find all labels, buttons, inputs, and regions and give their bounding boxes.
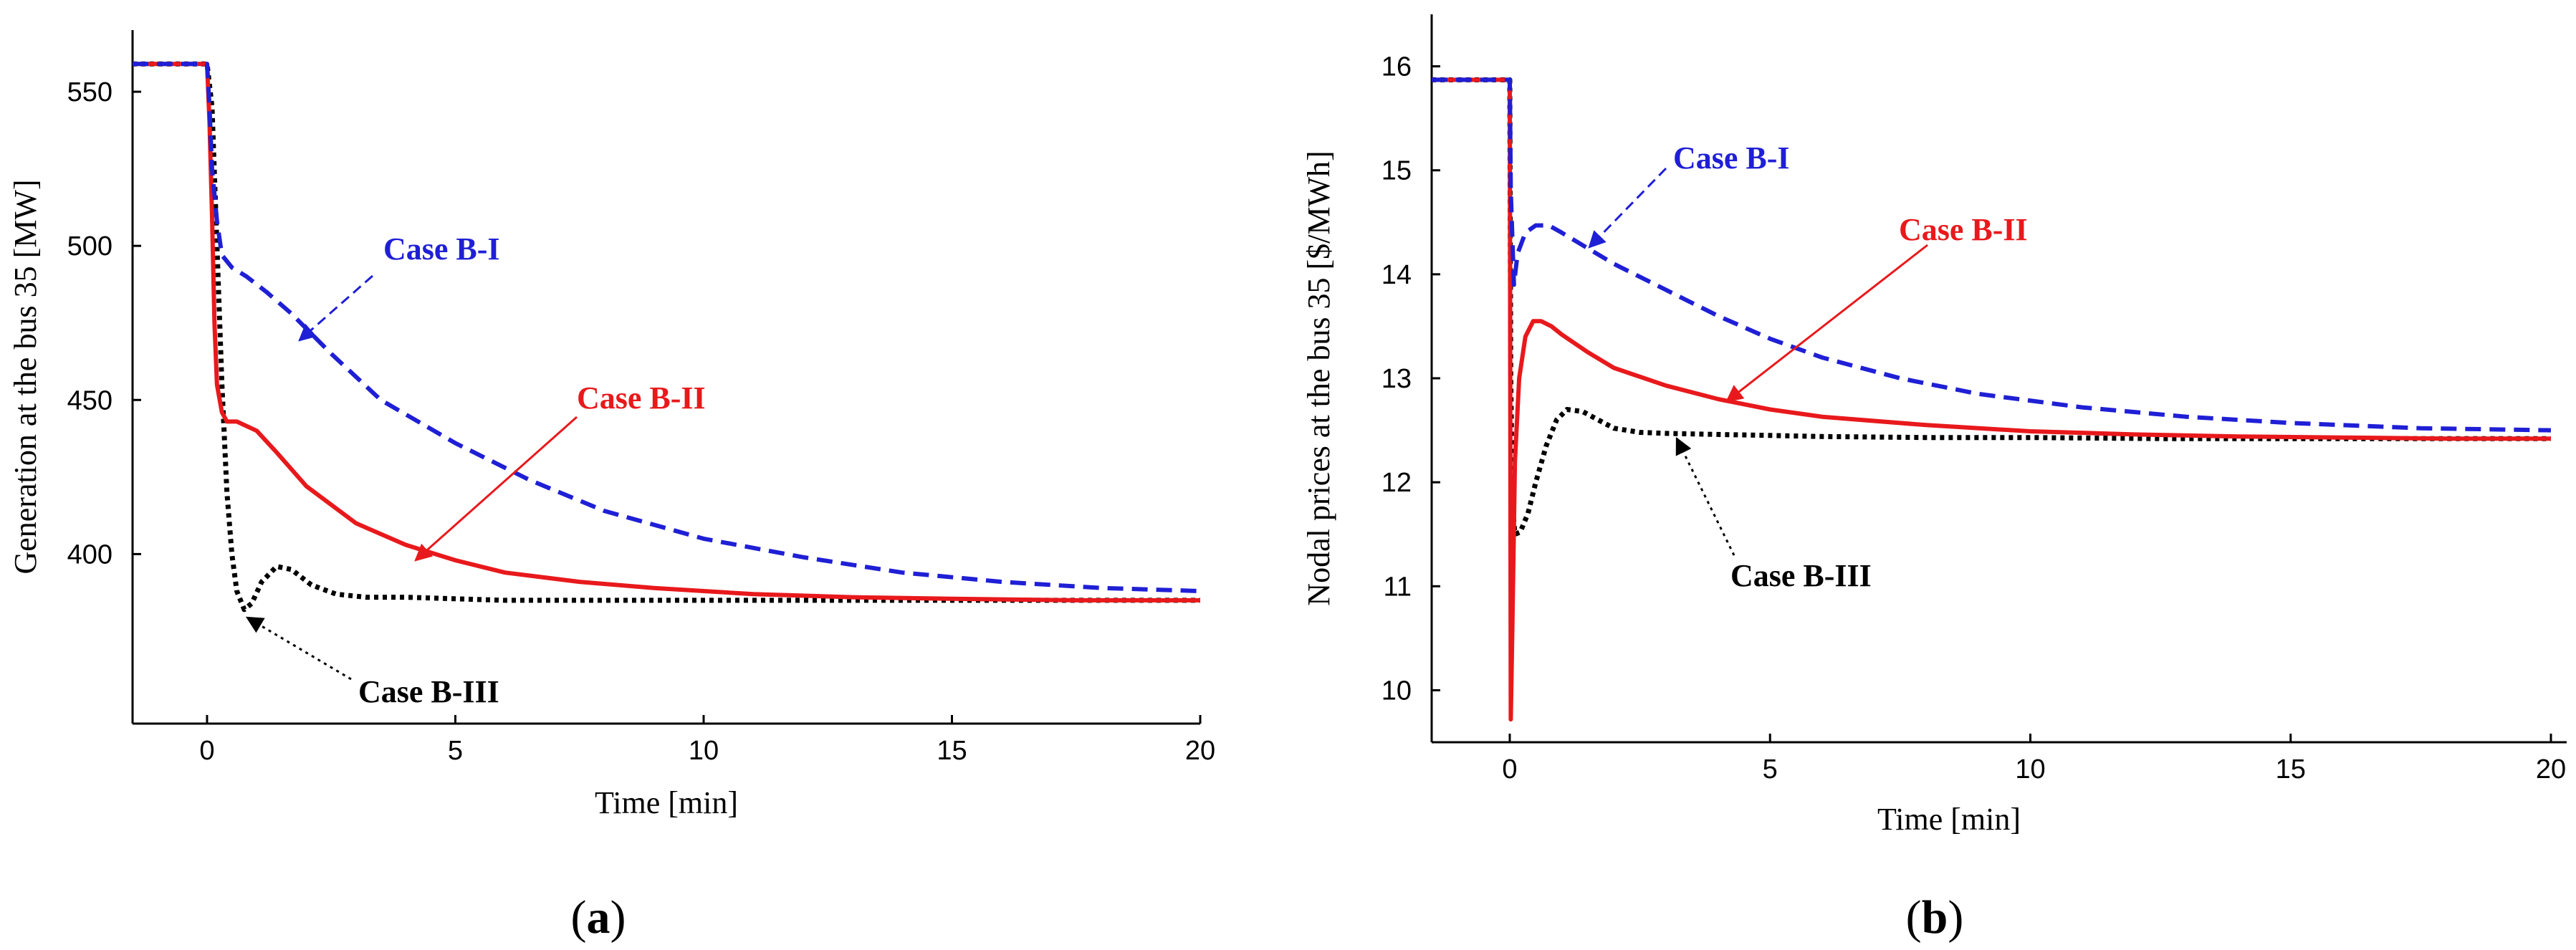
chart-a-series — [133, 61, 1201, 613]
chart-a-x-tick-label: 5 — [448, 736, 463, 766]
chart-a: 0 5 10 15 20 400 450 500 550 Time [min] Generati… — [8, 30, 1215, 944]
chart-b-x-tick-label: 15 — [2276, 754, 2306, 785]
chart-b-annotation-b2-arrow — [1725, 244, 1928, 403]
chart-a-annotation-b3-label: Case B-III — [358, 674, 499, 709]
chart-a-y-tick-label: 450 — [67, 385, 112, 416]
chart-b-y-tick-label: 10 — [1382, 676, 1412, 706]
chart-b-annotation-b3: Case B-III — [1675, 436, 1872, 593]
chart-b-annotation-b3-label: Case B-III — [1730, 558, 1872, 593]
chart-b-annotation-b1-arrow — [1588, 167, 1667, 249]
chart-a-annotation-b3: Case B-III — [245, 616, 499, 709]
chart-a-series-case-b-i — [133, 62, 1201, 593]
chart-a-x-tick-label: 15 — [937, 736, 967, 766]
chart-b-y-tick-label: 13 — [1382, 364, 1412, 394]
chart-a-annotation-b2-arrow — [414, 416, 578, 562]
chart-a-series-case-b-ii — [133, 62, 1200, 603]
chart-b-x-axis-title: Time [min] — [1877, 802, 2021, 837]
chart-b-annotation-b2-label: Case B-II — [1899, 212, 2028, 247]
chart-b-annotation-b1: Case B-I — [1588, 140, 1790, 249]
chart-b-y-tick-label: 11 — [1384, 572, 1412, 602]
chart-b-annotation-b2: Case B-II — [1725, 212, 2028, 403]
chart-a-annotation-b3-arrow — [245, 616, 352, 681]
chart-a-x-axis-title: Time [min] — [595, 785, 738, 820]
chart-a-series-case-b-iii — [133, 61, 1200, 613]
chart-b-y-tick-label: 16 — [1382, 52, 1412, 82]
chart-b-y-tick-label: 14 — [1382, 260, 1412, 290]
chart-b-x-tick-label: 0 — [1502, 754, 1517, 785]
chart-a-tick-labels: 0 5 10 15 20 400 450 500 550 — [67, 77, 1216, 766]
chart-b-series — [1432, 77, 2552, 722]
chart-a-annotation-b1-label: Case B-I — [383, 231, 500, 267]
chart-a-y-axis-title: Generation at the bus 35 [MW] — [8, 179, 43, 574]
chart-a-y-tick-label: 500 — [67, 231, 112, 262]
chart-a-annotation-b2: Case B-II — [414, 380, 706, 562]
chart-a-annotation-b1: Case B-I — [298, 231, 500, 342]
chart-b-x-tick-label: 20 — [2536, 754, 2566, 785]
chart-b-x-tick-label: 10 — [2015, 754, 2045, 785]
chart-a-ticks — [133, 90, 1202, 724]
chart-b-y-axis-title: Nodal prices at the bus 35 [$/MWh] — [1301, 150, 1336, 605]
chart-b-annotation-b3-arrow — [1675, 436, 1735, 556]
chart-b-axes — [1430, 14, 2567, 744]
chart-b-series-case-b-iii — [1432, 77, 2551, 537]
chart-a-x-tick-label: 10 — [689, 736, 719, 766]
chart-a-x-tick-label: 0 — [199, 736, 214, 766]
chart-a-annotation-b2-label: Case B-II — [577, 380, 706, 416]
chart-b-ticks — [1432, 65, 2552, 742]
chart-b-y-tick-label: 15 — [1382, 156, 1412, 186]
chart-b-annotation-b1-label: Case B-I — [1673, 140, 1790, 176]
chart-a-annotation-b1-arrow — [298, 274, 373, 342]
chart-b-y-tick-label: 12 — [1382, 468, 1412, 498]
chart-b-panel-label: (b) — [1906, 891, 1964, 944]
chart-a-y-tick-label: 550 — [67, 77, 112, 107]
chart-b-tick-labels: 0 5 10 15 20 10 11 12 13 14 15 16 — [1382, 52, 2566, 785]
chart-b-series-case-b-ii — [1432, 77, 2551, 722]
chart-a-axes — [131, 30, 1200, 725]
chart-b: 0 5 10 15 20 10 11 12 13 14 15 16 Time [min] Nodal … — [1301, 14, 2567, 944]
chart-a-x-tick-label: 20 — [1185, 736, 1215, 766]
chart-a-panel-label: (a) — [571, 891, 626, 944]
chart-b-x-tick-label: 5 — [1763, 754, 1778, 785]
chart-a-y-tick-label: 400 — [67, 539, 112, 570]
chart-b-series-case-b-i — [1432, 77, 2552, 433]
